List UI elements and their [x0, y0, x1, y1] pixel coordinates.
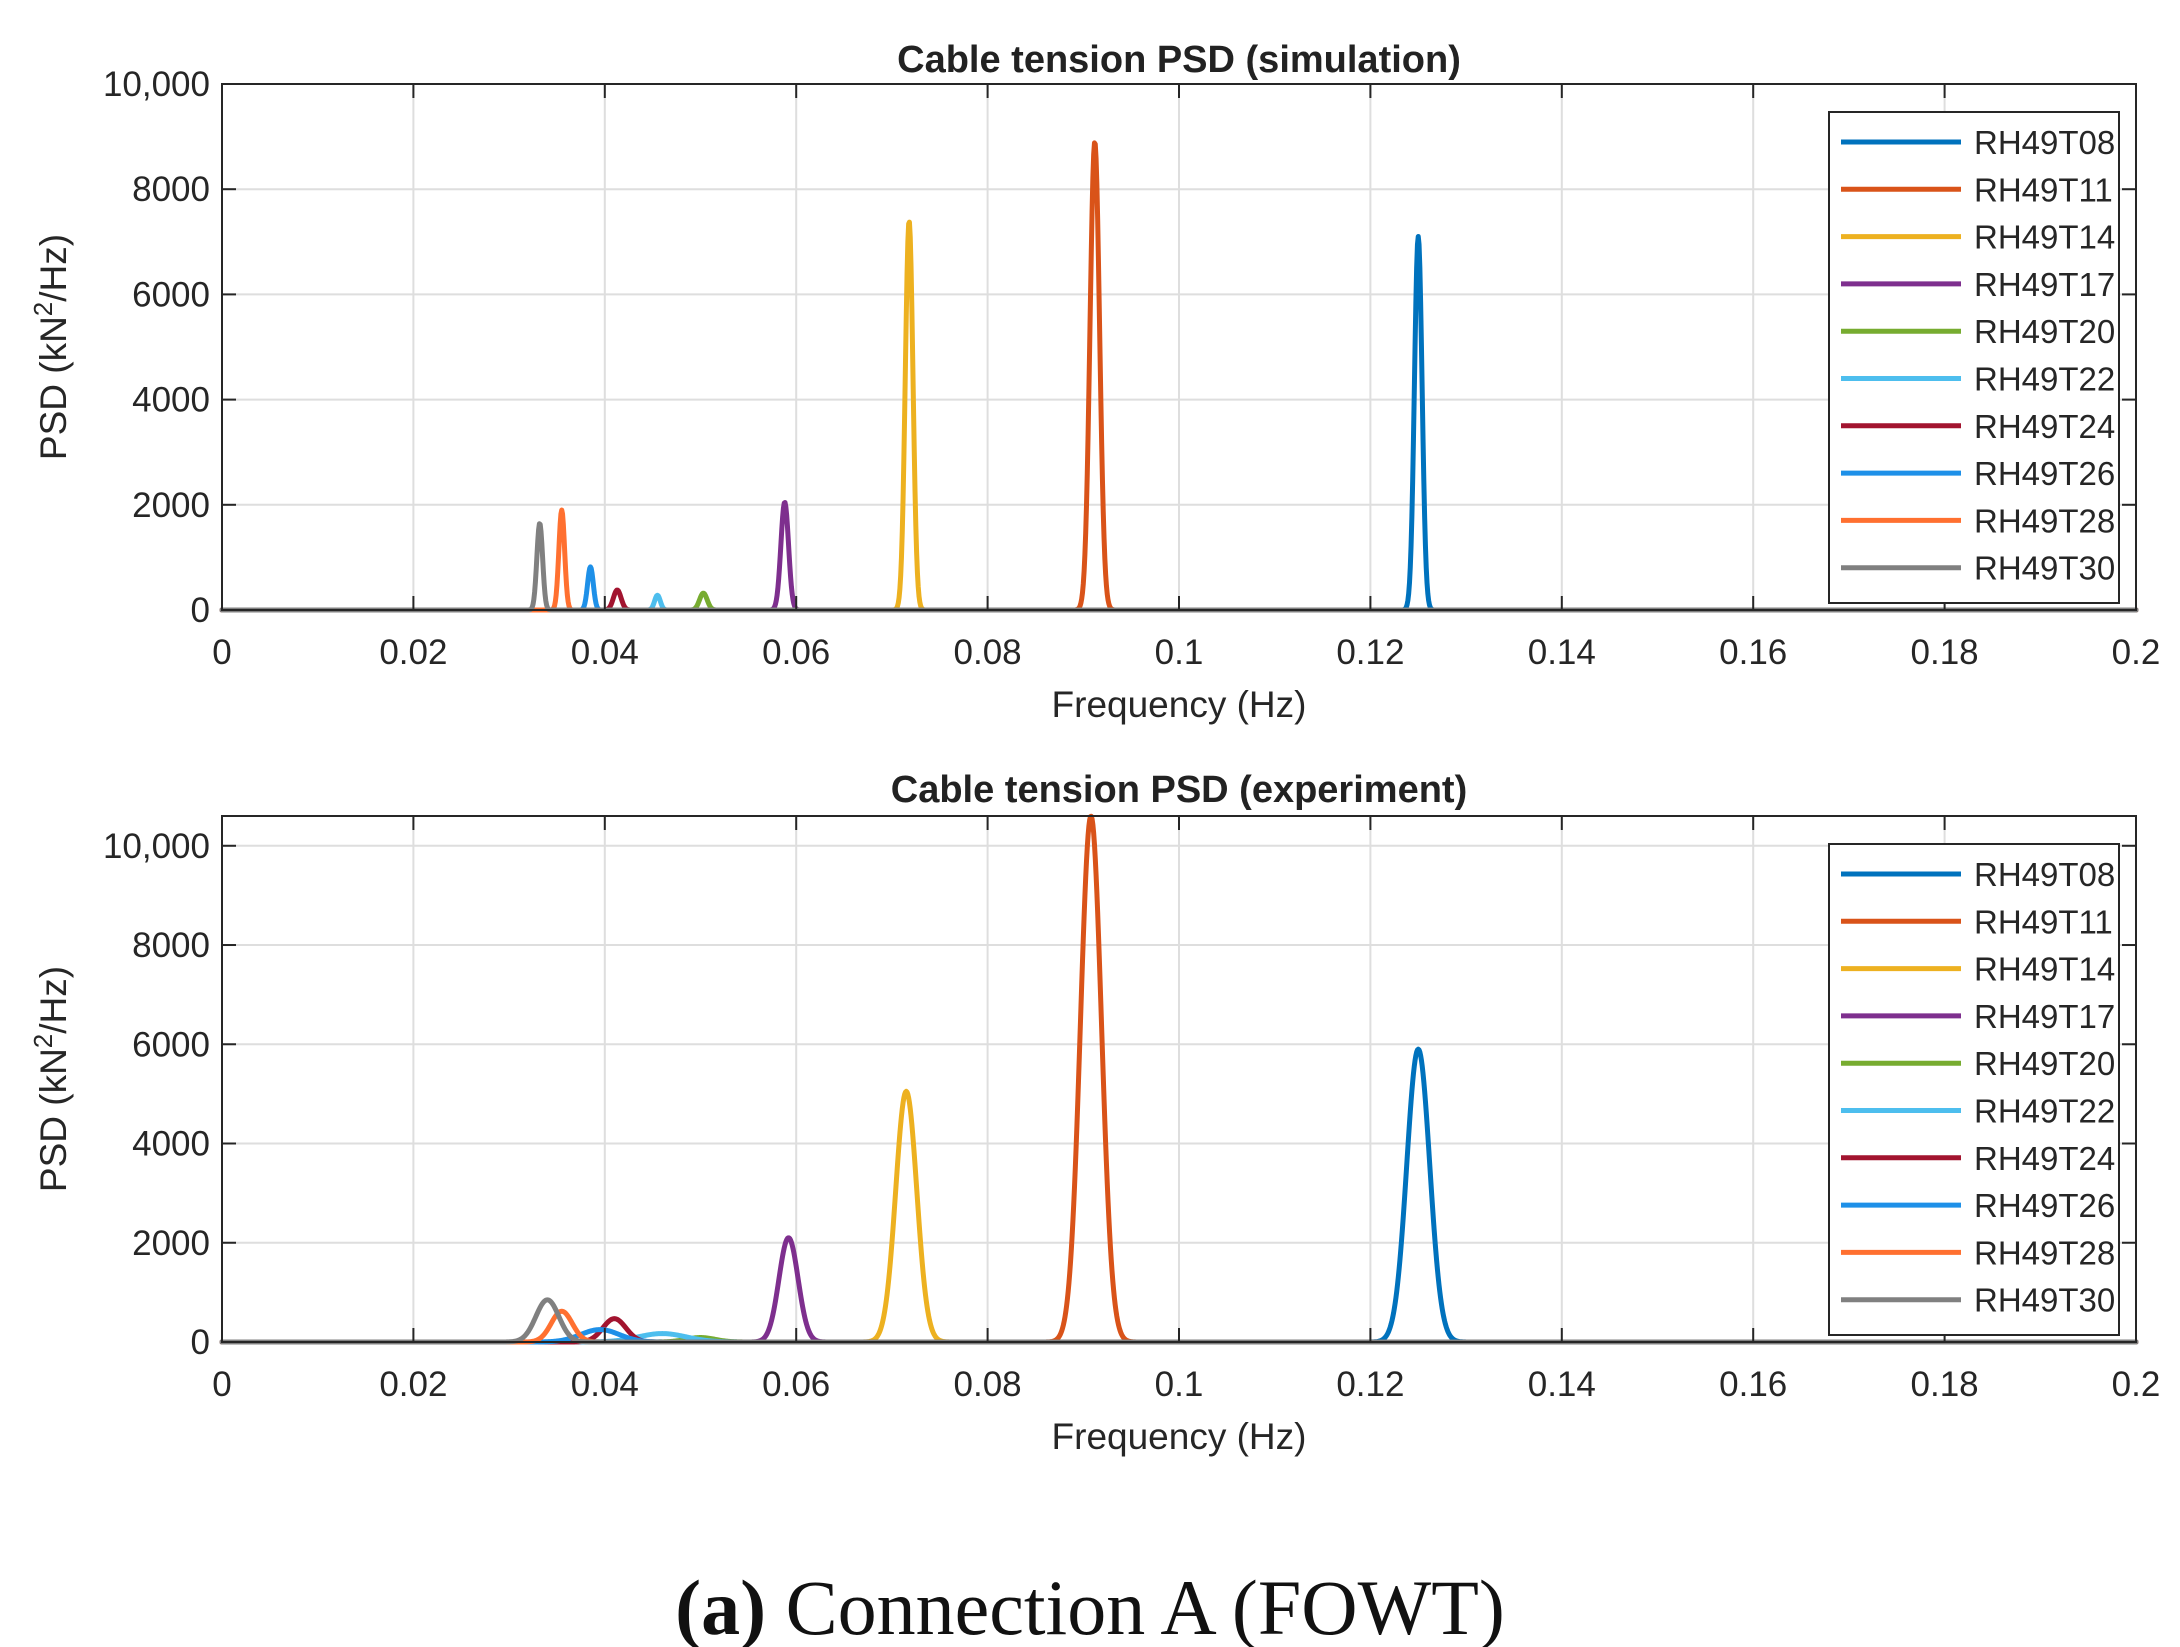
- y-axis-label-tail: /Hz): [33, 966, 74, 1034]
- y-axis-label-main: PSD (kN: [33, 1048, 74, 1192]
- legend-label: RH49T22: [1974, 1093, 2115, 1130]
- legend-item: RH49T08: [1841, 856, 2115, 893]
- legend-item: RH49T11: [1841, 171, 2113, 208]
- legend-item: RH49T26: [1841, 455, 2115, 492]
- legend-item: RH49T08: [1841, 124, 2115, 161]
- legend-label: RH49T11: [1974, 903, 2113, 940]
- legend-label: RH49T24: [1974, 408, 2115, 445]
- x-tick-label: 0.06: [762, 1365, 830, 1404]
- legend-item: RH49T28: [1841, 502, 2115, 539]
- chart-panel-simulation: 0 0.02 0.04 0.06 0.08 0.1 0.12 0.14 0.16 0.18 0.2 0…: [28, 39, 2160, 725]
- y-axis-label: PSD (kN2/Hz): [28, 966, 74, 1192]
- x-tick-label: 0: [212, 1365, 231, 1404]
- x-axis-label: Frequency (Hz): [1052, 1416, 1307, 1457]
- y-axis-label: PSD (kN2/Hz): [28, 234, 74, 460]
- legend-label: RH49T14: [1974, 951, 2115, 988]
- legend-label: RH49T11: [1974, 171, 2113, 208]
- figure-caption: (a) Connection A (FOWT): [675, 1564, 1505, 1647]
- x-axis-label: Frequency (Hz): [1052, 684, 1307, 725]
- y-tick-label: 6000: [132, 275, 210, 314]
- x-tick-label: 0.14: [1528, 1365, 1596, 1404]
- chart-title: Cable tension PSD (simulation): [897, 39, 1461, 81]
- legend: RH49T08 RH49T11 RH49T14 RH49T17 RH49T20 RH49T…: [1828, 843, 2120, 1336]
- legend-item: RH49T22: [1841, 361, 2115, 398]
- y-axis-label-main: PSD (kN: [33, 316, 74, 460]
- x-tick-label: 0.14: [1528, 633, 1596, 672]
- legend-item: RH49T30: [1841, 550, 2115, 587]
- y-tick-label: 8000: [132, 926, 210, 965]
- x-tick-label: 0.04: [571, 1365, 639, 1404]
- legend-item: RH49T22: [1841, 1093, 2115, 1130]
- x-tick-label: 0.12: [1336, 633, 1404, 672]
- legend-label: RH49T28: [1974, 502, 2115, 539]
- y-axis-label-superscript: 2: [28, 302, 58, 316]
- x-tick-label: 0.06: [762, 633, 830, 672]
- legend-item: RH49T17: [1841, 266, 2115, 303]
- legend-label: RH49T08: [1974, 124, 2115, 161]
- caption-label: (a): [675, 1564, 766, 1647]
- legend: RH49T08 RH49T11 RH49T14 RH49T17 RH49T20 RH49T…: [1828, 111, 2120, 604]
- x-tick-label: 0.18: [1911, 1365, 1979, 1404]
- legend-label: RH49T26: [1974, 455, 2115, 492]
- x-tick-label: 0.08: [954, 633, 1022, 672]
- x-tick-label: 0.16: [1719, 1365, 1787, 1404]
- legend-label: RH49T14: [1974, 219, 2115, 256]
- legend-item: RH49T24: [1841, 408, 2115, 445]
- chart-title: Cable tension PSD (experiment): [891, 769, 1467, 811]
- legend-item: RH49T26: [1841, 1187, 2115, 1224]
- x-tick-label: 0.2: [2112, 1365, 2161, 1404]
- y-tick-label: 4000: [132, 381, 210, 420]
- y-tick-label: 10,000: [103, 65, 210, 104]
- legend-label: RH49T30: [1974, 1282, 2115, 1319]
- legend-label: RH49T17: [1974, 998, 2115, 1035]
- legend-item: RH49T14: [1841, 951, 2115, 988]
- x-tick-label: 0.1: [1155, 1365, 1204, 1404]
- legend-item: RH49T11: [1841, 903, 2113, 940]
- legend-label: RH49T30: [1974, 550, 2115, 587]
- legend-item: RH49T28: [1841, 1234, 2115, 1271]
- x-tick-label: 0.04: [571, 633, 639, 672]
- legend-label: RH49T20: [1974, 1045, 2115, 1082]
- chart-panel-experiment: 0 0.02 0.04 0.06 0.08 0.1 0.12 0.14 0.16 0.18 0.2 0…: [28, 769, 2160, 1457]
- legend-item: RH49T30: [1841, 1282, 2115, 1319]
- y-axis-label-tail: /Hz): [33, 234, 74, 302]
- y-tick-label: 2000: [132, 486, 210, 525]
- x-tick-label: 0.1: [1155, 633, 1204, 672]
- legend-item: RH49T14: [1841, 219, 2115, 256]
- x-tick-label: 0: [212, 633, 231, 672]
- y-tick-label: 8000: [132, 170, 210, 209]
- legend-label: RH49T17: [1974, 266, 2115, 303]
- legend-label: RH49T08: [1974, 856, 2115, 893]
- legend-label: RH49T24: [1974, 1140, 2115, 1177]
- x-tick-label: 0.2: [2112, 633, 2161, 672]
- legend-item: RH49T24: [1841, 1140, 2115, 1177]
- legend-label: RH49T26: [1974, 1187, 2115, 1224]
- legend-label: RH49T28: [1974, 1234, 2115, 1271]
- x-tick-label: 0.18: [1911, 633, 1979, 672]
- y-tick-label: 6000: [132, 1025, 210, 1064]
- legend-label: RH49T22: [1974, 361, 2115, 398]
- x-tick-label: 0.02: [379, 1365, 447, 1404]
- y-axis-label-superscript: 2: [28, 1034, 58, 1048]
- legend-label: RH49T20: [1974, 313, 2115, 350]
- y-tick-label: 0: [191, 591, 210, 630]
- y-tick-label: 2000: [132, 1224, 210, 1263]
- legend-item: RH49T20: [1841, 1045, 2115, 1082]
- y-tick-label: 0: [191, 1323, 210, 1362]
- x-tick-label: 0.12: [1336, 1365, 1404, 1404]
- x-tick-label: 0.08: [954, 1365, 1022, 1404]
- y-tick-label: 10,000: [103, 827, 210, 866]
- legend-item: RH49T17: [1841, 998, 2115, 1035]
- x-tick-label: 0.16: [1719, 633, 1787, 672]
- legend-item: RH49T20: [1841, 313, 2115, 350]
- caption-text: Connection A (FOWT): [766, 1564, 1505, 1647]
- x-tick-label: 0.02: [379, 633, 447, 672]
- y-tick-label: 4000: [132, 1125, 210, 1164]
